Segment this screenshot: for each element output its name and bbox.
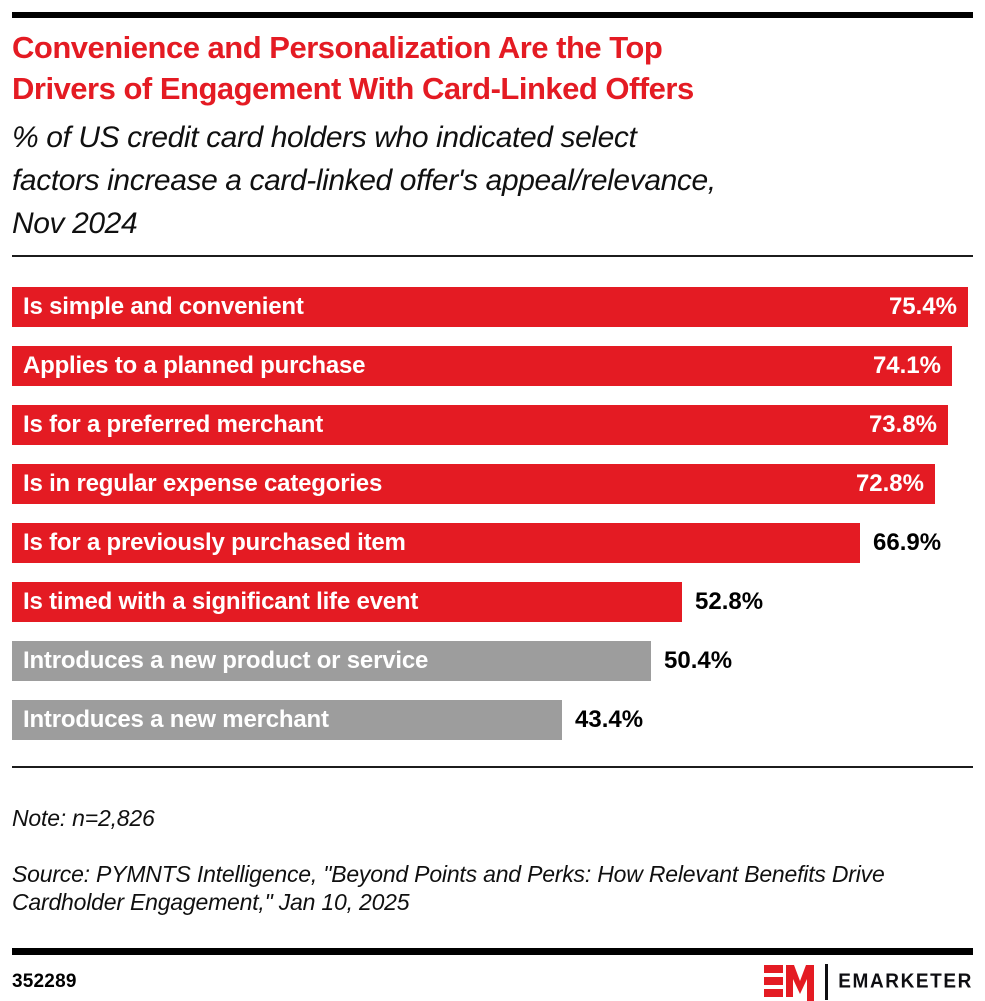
header-divider	[12, 255, 973, 257]
bar-label: Introduces a new merchant	[23, 706, 329, 733]
bar-label: Is in regular expense categories	[23, 470, 383, 497]
bar-row: Is in regular expense categories 72.8%	[12, 464, 973, 504]
footer: 352289 EMARKETER	[12, 963, 973, 1001]
bar-row: Applies to a planned purchase 74.1%	[12, 346, 973, 386]
bar-row: Is simple and convenient 75.4%	[12, 287, 973, 327]
logo-divider	[825, 964, 829, 1000]
note-text: Note: n=2,826	[12, 805, 155, 831]
bar-row: Is for a previously purchased item 66.9%	[12, 523, 973, 563]
bar-value: 73.8%	[868, 411, 937, 438]
bar-row: Is timed with a significant life event 52…	[12, 582, 973, 622]
bar-label: Is simple and convenient	[23, 293, 304, 320]
bar-value: 43.4%	[575, 706, 644, 733]
em-monogram-icon	[764, 965, 815, 1001]
footnote-block: Note: n=2,826 Source: PYMNTS Intelligenc…	[12, 776, 973, 944]
bottom-border-bar	[12, 948, 973, 955]
source-text: Source: PYMNTS Intelligence, "Beyond Poi…	[12, 861, 885, 915]
bar-chart: Is simple and convenient 75.4% Applies to …	[12, 287, 973, 740]
chart-page: Convenience and Personalization Are the …	[0, 12, 985, 1001]
bar-row: Is for a preferred merchant 73.8%	[12, 405, 973, 445]
bar-value: 74.1%	[872, 352, 941, 379]
bar-label: Is for a previously purchased item	[23, 529, 406, 556]
chart-subtitle: % of US credit card holders who indicate…	[12, 121, 716, 240]
emarketer-logo: EMARKETER	[764, 963, 973, 1001]
bar-row: Introduces a new product or service 50.4%	[12, 641, 973, 681]
brand-name: EMARKETER	[838, 970, 973, 993]
bar-value: 66.9%	[873, 529, 942, 556]
bar: Introduces a new product or service	[12, 641, 651, 681]
bar: Is for a previously purchased item	[12, 523, 860, 563]
bar-label: Introduces a new product or service	[23, 647, 429, 674]
bar: Is timed with a significant life event	[12, 582, 682, 622]
bar-value: 72.8%	[855, 470, 924, 497]
bar: Introduces a new merchant	[12, 700, 562, 740]
bar: Is simple and convenient 75.4%	[12, 287, 968, 327]
bar: Applies to a planned purchase 74.1%	[12, 346, 952, 386]
footnote-divider	[12, 766, 973, 768]
bar: Is in regular expense categories 72.8%	[12, 464, 935, 504]
chart-title: Convenience and Personalization Are the …	[12, 30, 694, 106]
bar-label: Is timed with a significant life event	[23, 588, 419, 615]
bar-value: 52.8%	[695, 588, 764, 615]
bar-label: Is for a preferred merchant	[23, 411, 324, 438]
bar-label: Applies to a planned purchase	[23, 352, 366, 379]
chart-id: 352289	[12, 971, 77, 992]
bar-value: 75.4%	[888, 293, 957, 320]
bar: Is for a preferred merchant 73.8%	[12, 405, 948, 445]
top-border-bar	[12, 12, 973, 18]
bar-row: Introduces a new merchant 43.4%	[12, 700, 973, 740]
bar-value: 50.4%	[664, 647, 733, 674]
